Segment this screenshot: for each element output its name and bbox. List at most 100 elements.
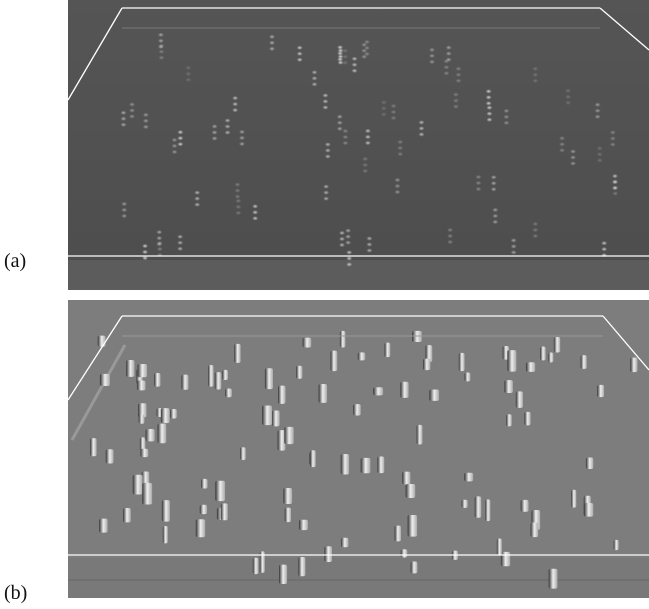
blur-spot [418,132,424,136]
blur-spot [361,55,367,59]
blur-spot [297,52,303,56]
particle [262,406,272,426]
particle [163,526,168,543]
particle [253,558,259,574]
blur-spot [381,112,387,116]
blur-spot [443,71,449,75]
blur-spot [570,149,576,153]
particle [225,388,232,397]
blur-spot [486,105,492,109]
blur-spot [142,244,148,248]
blur-spot [475,181,481,185]
blur-spot [453,92,459,96]
particle [341,538,348,547]
blur-spot [212,124,218,128]
blur-spot [597,146,603,150]
particle [401,549,408,557]
particle [429,390,439,401]
particle [548,353,553,363]
particle [139,415,145,424]
blur-spot [121,111,127,115]
blur-spot [429,54,435,58]
blur-spot [455,67,461,71]
blur-spot [612,174,618,178]
blur-spot [397,140,403,144]
blur-spot [311,70,317,74]
blur-spot [235,211,241,215]
blur-spot [194,190,200,194]
blur-spot [559,148,565,152]
blur-spot [269,35,275,39]
blur-spot [345,240,351,244]
blur-spot [212,136,218,140]
blur-spot [447,234,453,238]
particle [530,522,538,537]
blur-spot [143,125,149,129]
blur-spot [172,138,178,142]
particle [222,370,228,380]
blur-spot [346,262,352,266]
particle [540,346,546,360]
blur-spot [185,66,191,70]
blur-spot [429,60,435,64]
blur-spot [492,220,498,224]
blur-spot [342,141,348,145]
blur-spot [235,182,241,186]
panel-b-floor [68,558,649,598]
particle [137,381,146,391]
particle [324,546,332,562]
particle [361,458,371,473]
particle [200,505,207,514]
particle [581,355,587,369]
blur-spot [394,178,400,182]
blur-spot [323,190,329,194]
particle [501,552,510,566]
blur-spot [511,244,517,248]
blur-spot [121,208,127,212]
blur-spot [235,199,241,203]
blur-spot [345,228,351,232]
particle [584,503,593,517]
particle [524,412,530,425]
particle [140,437,145,450]
particle [133,475,143,495]
blur-spot [394,184,400,188]
blur-spot [177,142,183,146]
blur-spot [232,96,238,100]
blur-spot [365,129,371,133]
particle [154,373,160,387]
blur-spot [362,169,368,173]
blur-spot [232,108,238,112]
blur-spot [142,250,148,254]
blur-spot [352,63,358,67]
blur-spot [595,109,601,113]
blur-spot [381,100,387,104]
particle [296,366,302,379]
blur-spot [570,155,576,159]
blur-spot [337,45,343,49]
blur-spot [443,59,449,63]
blur-spot [337,121,343,125]
blur-spot [612,185,618,189]
particle [283,488,292,504]
blur-spot [447,240,453,244]
blur-spot [453,98,459,102]
blur-spot [532,79,538,83]
particle [161,408,170,423]
particle [549,569,558,589]
blur-spot [129,114,135,118]
blur-spot [177,247,183,251]
particle [411,562,418,574]
blur-spot [486,89,492,93]
blur-spot [532,222,538,226]
particle [90,438,97,456]
blur-spot [352,69,358,73]
particle [408,515,417,537]
blur-spot [601,241,607,245]
blur-spot [185,72,191,76]
blur-spot [391,110,397,114]
blur-spot [492,208,498,212]
blur-spot [339,243,345,247]
particle [459,353,465,371]
blur-spot [532,228,538,232]
